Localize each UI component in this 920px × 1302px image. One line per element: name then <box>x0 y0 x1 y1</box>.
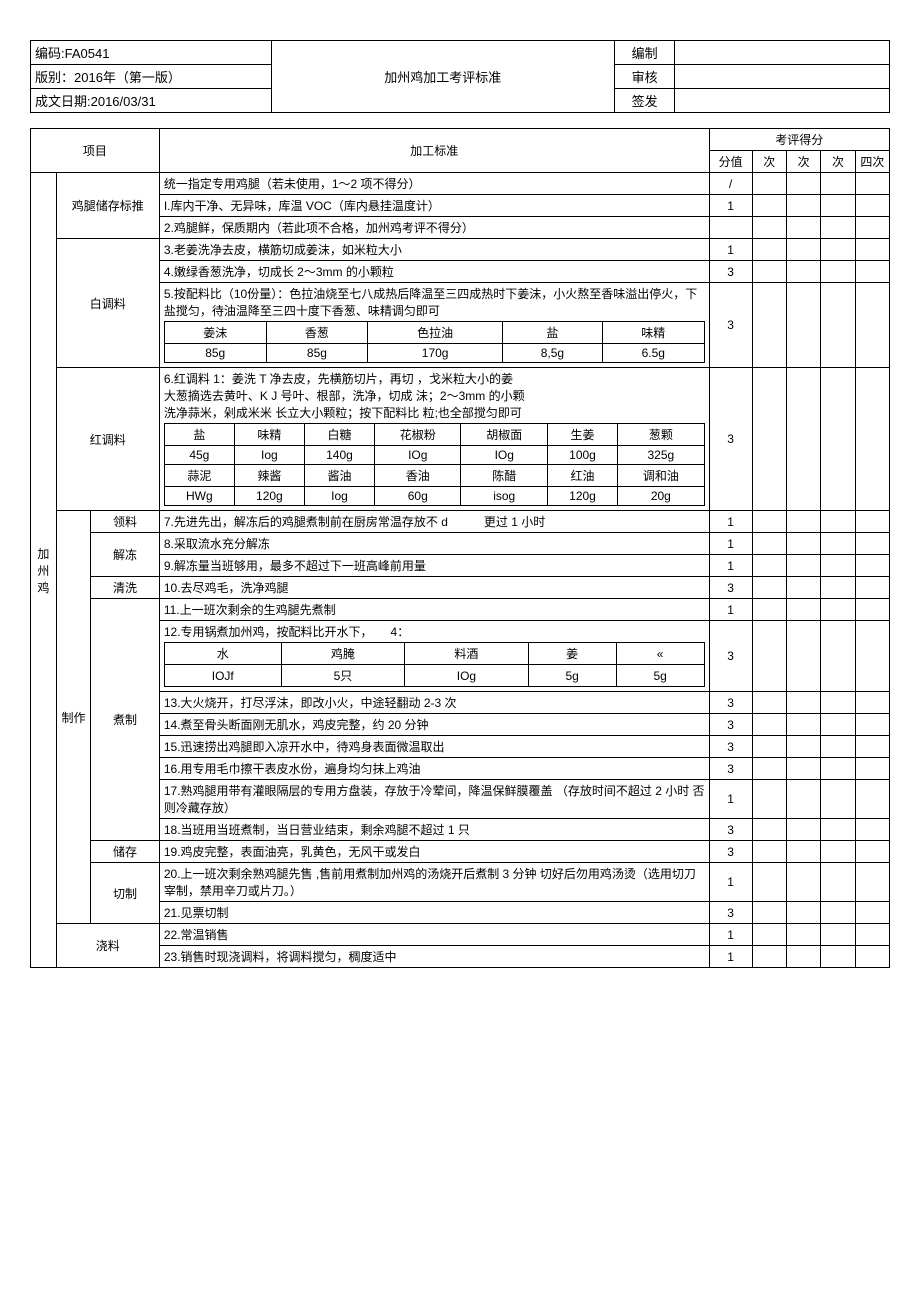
std-r15: 15.迅速捞出鸡腿即入凉开水中，待鸡身表面微温取出 <box>159 736 709 758</box>
std-r18: 18.当班用当班煮制，当日营业结束，剩余鸡腿不超过 1 只 <box>159 819 709 841</box>
std-r6: 6.红调料 1：姜洗 T 净去皮，先横筋切片，再切 ，戈米粒大小的姜 大葱摘选去… <box>159 368 709 511</box>
col-s1: 次 <box>752 151 786 173</box>
zhizuo: 制作 <box>56 511 90 924</box>
std-r12: 12.专用锅煮加州鸡，按配料比开水下， 4： 水鸡腌料酒姜« IOJf5只IOg… <box>159 621 709 692</box>
date: 成文日期:2016/03/31 <box>31 89 272 113</box>
bai: 白调料 <box>56 239 159 368</box>
col-project: 项目 <box>31 129 160 173</box>
chucun: 储存 <box>91 841 160 863</box>
header-table: 编码:FA0541 加州鸡加工考评标准 编制 版别：2016年（第一版） 审核 … <box>30 40 890 113</box>
compile-label: 编制 <box>615 41 675 65</box>
review-val <box>675 65 890 89</box>
std-r16: 16.用专用毛巾擦干表皮水份，遍身均匀抹上鸡油 <box>159 758 709 780</box>
col-score-val: 分值 <box>709 151 752 173</box>
leg-store: 鸡腿储存标推 <box>56 173 159 239</box>
col-s2: 次 <box>786 151 820 173</box>
std-r9: 9.解冻量当班够用，最多不超过下一班高峰前用量 <box>159 555 709 577</box>
std-r3: 3.老姜洗净去皮，横筋切成姜沫，如米粒大小 <box>159 239 709 261</box>
std-r14: 14.煮至骨头断面刚无肌水，鸡皮完整，约 20 分钟 <box>159 714 709 736</box>
std-r10: 10.去尽鸡毛，洗净鸡腿 <box>159 577 709 599</box>
jiaoliao: 浇料 <box>56 924 159 968</box>
std-r11: 11.上一班次剩余的生鸡腿先煮制 <box>159 599 709 621</box>
std-r19: 19.鸡皮完整，表面油亮，乳黄色，无风干或发白 <box>159 841 709 863</box>
compile-val <box>675 41 890 65</box>
inner-hong: 盐味精白糖花椒粉胡椒面生姜葱颗 45gIog140gIOgIOg100g325g… <box>164 423 705 506</box>
main-table: 项目 加工标准 考评得分 分值 次 次 次 四次 加州鸡 鸡腿储存标推 统一指定… <box>30 128 890 968</box>
col-score-title: 考评得分 <box>709 129 889 151</box>
std-r1: I.库内干净、无异味，库温 VOC（库内悬挂温度计） <box>159 195 709 217</box>
inner-cook: 水鸡腌料酒姜« IOJf5只IOg5g5g <box>164 642 705 687</box>
cat: 加州鸡 <box>31 173 57 968</box>
std-r17: 17.熟鸡腿用带有灌眼隔层的专用方盘装，存放于冷荤间，降温保鲜膜覆盖 （存放时间… <box>159 780 709 819</box>
col-s3: 次 <box>821 151 855 173</box>
std-r7: 7.先进先出，解冻后的鸡腿煮制前在厨房常温存放不 d 更过 1 小时 <box>159 511 709 533</box>
col-s4: 四次 <box>855 151 889 173</box>
zhuzhi: 煮制 <box>91 599 160 841</box>
sign-label: 签发 <box>615 89 675 113</box>
inner-bai: 姜沫香葱色拉油盐味精 85g85g170g8,5g6.5g <box>164 321 705 363</box>
std-r2: 2.鸡腿鲜，保质期内（若此项不合格，加州鸡考评不得分） <box>159 217 709 239</box>
std-r21: 21.见票切制 <box>159 902 709 924</box>
std-r8: 8.采取流水充分解冻 <box>159 533 709 555</box>
std-r0: 统一指定专用鸡腿（若未使用，1～2 项不得分） <box>159 173 709 195</box>
std-r4: 4.嫩绿香葱洗净，切成长 2～3mm 的小颗粒 <box>159 261 709 283</box>
jiedong: 解冻 <box>91 533 160 577</box>
review-label: 审核 <box>615 65 675 89</box>
qiezhi: 切制 <box>91 863 160 924</box>
std-r5: 5.按配料比（10份量）：色拉油烧至七八成热后降温至三四成热时下姜沫，小火熬至香… <box>159 283 709 368</box>
doc-title: 加州鸡加工考评标准 <box>271 41 615 113</box>
score-r0: / <box>709 173 752 195</box>
sign-val <box>675 89 890 113</box>
hong: 红调料 <box>56 368 159 511</box>
col-standard: 加工标准 <box>159 129 709 173</box>
std-r20: 20.上一班次剩余熟鸡腿先售 ,售前用煮制加州鸡的汤烧开后煮制 3 分钟 切好后… <box>159 863 709 902</box>
code: 编码:FA0541 <box>31 41 272 65</box>
qingxi: 清洗 <box>91 577 160 599</box>
ling: 领料 <box>91 511 160 533</box>
edition: 版别：2016年（第一版） <box>31 65 272 89</box>
std-r22: 22.常温销售 <box>159 924 709 946</box>
std-r23: 23.销售时现浇调料，将调料搅匀，稠度适中 <box>159 946 709 968</box>
std-r13: 13.大火烧开，打尽浮沫，即改小火，中途轻翻动 2-3 次 <box>159 692 709 714</box>
